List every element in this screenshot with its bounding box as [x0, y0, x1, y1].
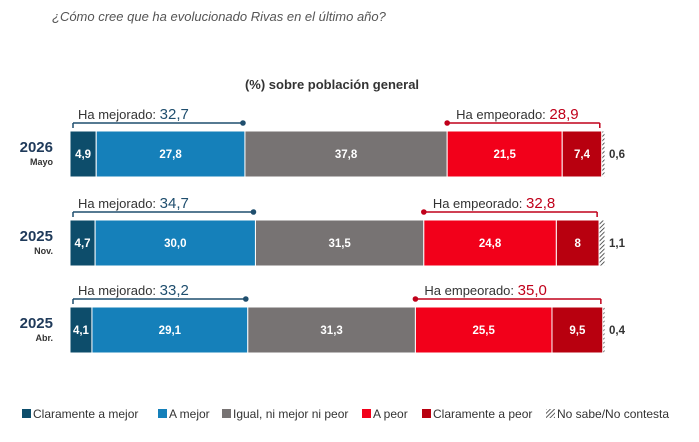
- bar-segment: [244, 130, 448, 178]
- improved-summary-label: Ha mejorado: 34,7: [78, 195, 189, 212]
- legend-item: A mejor: [158, 407, 210, 421]
- legend-item: Claramente a mejor: [22, 407, 138, 421]
- survey-question: ¿Cómo cree que ha evolucionado Rivas en …: [52, 9, 387, 24]
- worsened-summary-label: Ha empeorado: 28,9: [456, 106, 578, 123]
- improved-summary-prefix: Ha mejorado:: [78, 283, 160, 298]
- improved-summary-value: 34,7: [160, 195, 189, 212]
- legend-label: Claramente a peor: [433, 407, 532, 421]
- improved-summary-prefix: Ha mejorado:: [78, 196, 160, 211]
- bar-value-label: 25,5: [473, 325, 496, 337]
- bar-segment: [598, 219, 606, 267]
- bar-value-label: 9,5: [569, 325, 586, 337]
- improved-summary-value: 32,7: [160, 106, 189, 123]
- bar-value-label: 21,5: [493, 149, 516, 161]
- legend-swatch: [222, 409, 231, 418]
- row-month-label: Abr.: [35, 333, 53, 343]
- legend-label: A peor: [373, 407, 408, 421]
- bar-segment: [602, 306, 606, 354]
- improved-summary-prefix: Ha mejorado:: [78, 107, 160, 122]
- legend-swatch: [158, 409, 167, 418]
- bar-segment: [69, 219, 96, 267]
- bar-segment: [601, 130, 606, 178]
- row-month-label: Mayo: [30, 157, 54, 167]
- bar-value-label: 4,7: [75, 238, 91, 250]
- improved-bracket-dot: [240, 120, 246, 126]
- row-year-label: 2025: [20, 315, 53, 332]
- bar-value-label: 37,8: [335, 149, 358, 161]
- improved-summary-value: 33,2: [160, 282, 189, 299]
- bar-segment: [551, 306, 604, 354]
- worsened-bracket-dot: [412, 296, 419, 302]
- row-month-label: Nov.: [34, 246, 53, 256]
- bar-value-label: 29,1: [159, 325, 182, 337]
- worsened-summary-value: 28,9: [549, 106, 578, 123]
- worsened-summary-label: Ha empeorado: 35,0: [424, 282, 546, 299]
- legend-label: No sabe/No contesta: [557, 407, 669, 421]
- legend-item: Igual, ni mejor ni peor: [222, 407, 348, 421]
- bar-value-label: 31,5: [328, 238, 351, 250]
- worsened-summary-value: 32,8: [526, 195, 555, 212]
- legend-label: A mejor: [169, 407, 210, 421]
- bar-value-label: 27,8: [159, 149, 182, 161]
- improved-bracket-dot: [242, 296, 249, 302]
- bar-value-label: 0,6: [609, 149, 625, 161]
- bar-value-label: 30,0: [164, 238, 186, 250]
- improved-bracket-dot: [250, 209, 257, 215]
- legend-item: Claramente a peor: [422, 407, 532, 421]
- bar-segment: [446, 130, 563, 178]
- bar-segment: [423, 219, 557, 267]
- bar-segment: [247, 306, 416, 354]
- worsened-summary-label: Ha empeorado: 32,8: [433, 195, 555, 212]
- row-year-label: 2025: [20, 228, 53, 245]
- legend-swatch: [362, 409, 371, 418]
- legend: Claramente a mejor A mejor Igual, ni mejor…: [22, 407, 669, 421]
- worsened-summary-value: 35,0: [518, 282, 547, 299]
- legend-swatch: [546, 409, 555, 418]
- bar-segment: [561, 130, 603, 178]
- worsened-bracket-dot: [444, 120, 450, 126]
- bar-value-label: 4,1: [73, 325, 90, 337]
- bar-segment: [69, 130, 97, 178]
- worsened-summary-prefix: Ha empeorado:: [456, 107, 549, 122]
- bar-segment: [414, 306, 553, 354]
- legend-label: Igual, ni mejor ni peor: [233, 407, 348, 421]
- bar-value-label: 31,3: [320, 325, 342, 337]
- bar-segment: [555, 219, 600, 267]
- worsened-summary-prefix: Ha empeorado:: [424, 283, 517, 298]
- bar-value-label: 7,4: [574, 149, 591, 161]
- bar-value-label: 4,9: [75, 149, 91, 161]
- legend-item: No sabe/No contesta: [546, 407, 669, 421]
- legend-item: A peor: [362, 407, 408, 421]
- worsened-summary-prefix: Ha empeorado:: [433, 196, 526, 211]
- chart-title: (%) sobre población general: [245, 77, 419, 92]
- legend-swatch: [22, 409, 31, 418]
- improved-summary-label: Ha mejorado: 33,2: [78, 282, 189, 299]
- legend-label: Claramente a mejor: [33, 407, 138, 421]
- bar-segment: [95, 130, 246, 178]
- legend-swatch: [422, 409, 431, 418]
- improved-summary-label: Ha mejorado: 32,7: [78, 106, 189, 123]
- bar-value-label: 1,1: [609, 238, 626, 250]
- worsened-bracket-dot: [421, 209, 427, 215]
- bar-segment: [91, 306, 249, 354]
- bar-value-label: 8: [575, 238, 582, 250]
- row-year-label: 2026: [20, 139, 53, 156]
- bar-value-label: 0,4: [609, 325, 626, 337]
- bar-value-label: 24,8: [479, 238, 502, 250]
